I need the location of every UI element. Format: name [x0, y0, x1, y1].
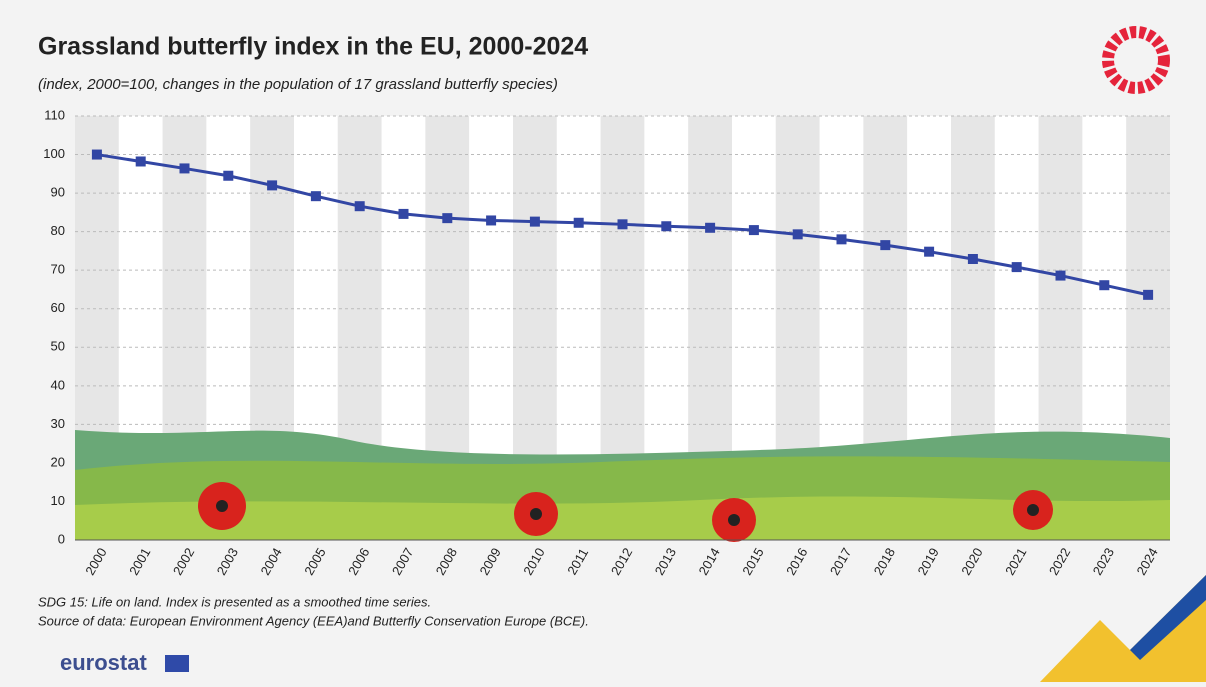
marker [748, 225, 759, 236]
marker [91, 149, 102, 160]
marker [1011, 262, 1022, 273]
marker [398, 208, 409, 219]
marker [617, 219, 628, 230]
marker [486, 215, 497, 226]
y-tick-label: 50 [51, 339, 65, 354]
marker [442, 213, 453, 224]
marker [310, 191, 321, 202]
y-tick-label: 60 [51, 300, 65, 315]
marker [1055, 270, 1066, 281]
marker [792, 229, 803, 240]
y-tick-label: 90 [51, 185, 65, 200]
note: Source of data: European Environment Age… [38, 613, 589, 628]
marker [135, 156, 146, 167]
marker [354, 201, 365, 212]
marker [267, 180, 278, 191]
marker [1143, 289, 1154, 300]
y-tick-label: 70 [51, 262, 65, 277]
chart-subtitle: (index, 2000=100, changes in the populat… [38, 76, 558, 93]
y-tick-label: 110 [44, 107, 65, 122]
marker [223, 170, 234, 181]
marker [880, 240, 891, 251]
marker [924, 246, 935, 257]
y-tick-label: 100 [43, 146, 65, 161]
y-tick-label: 40 [51, 377, 65, 392]
marker [573, 217, 584, 228]
landscape [75, 430, 1170, 542]
marker [661, 221, 672, 232]
marker [836, 234, 847, 245]
marker [705, 222, 716, 233]
y-tick-label: 30 [51, 416, 65, 431]
marker [967, 254, 978, 265]
y-tick-label: 0 [58, 531, 65, 546]
y-tick-label: 80 [51, 223, 65, 238]
corner-decoration [1130, 575, 1206, 660]
chart-title: Grassland butterfly index in the EU, 200… [38, 33, 588, 61]
eu-flag [165, 655, 189, 672]
y-tick-label: 10 [51, 493, 65, 508]
marker [529, 216, 540, 227]
corner-decoration [1040, 575, 1206, 682]
marker [1099, 280, 1110, 291]
marker [179, 163, 190, 174]
sdg-wheel [1102, 26, 1170, 94]
y-tick-label: 20 [51, 454, 65, 469]
logo: eurostat [60, 650, 147, 675]
note: SDG 15: Life on land. Index is presented… [38, 594, 431, 609]
